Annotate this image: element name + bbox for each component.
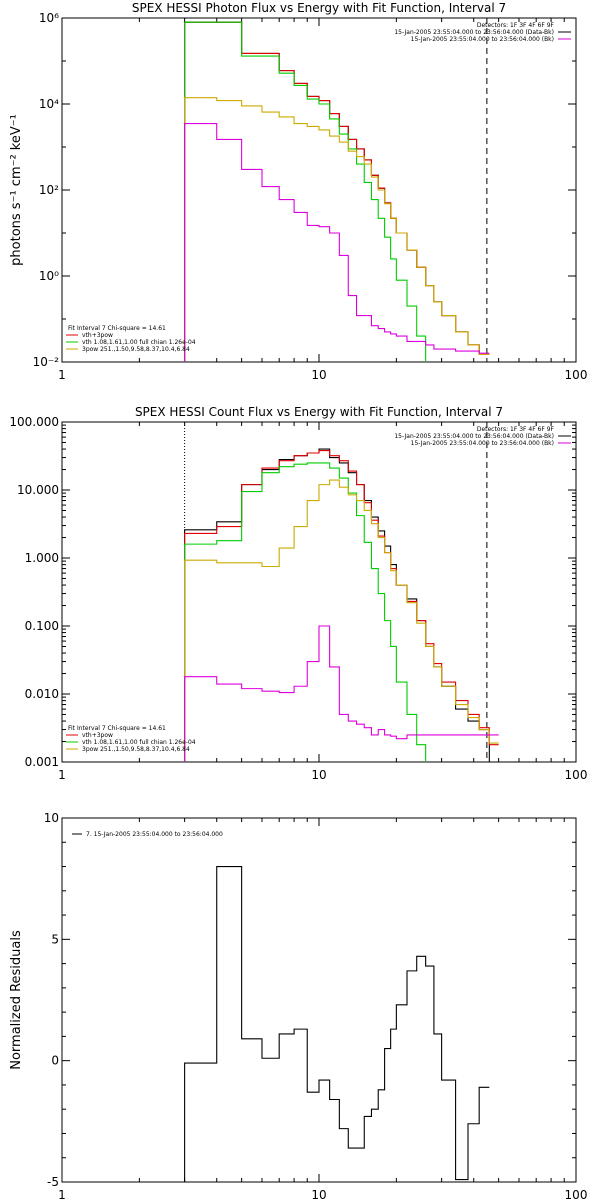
legend-bottom-left-entry: vth+3pow — [82, 332, 113, 339]
y-tick-label: 10⁰ — [39, 269, 59, 283]
series-line-5 — [184, 625, 499, 762]
x-tick-label: 100 — [565, 1188, 588, 1200]
y-tick-label: 0 — [51, 1054, 59, 1068]
y-tick-label: 100.000 — [9, 415, 59, 429]
x-tick-label: 1 — [58, 368, 66, 382]
legend-bottom-left-entry: vth+3pow — [82, 732, 113, 739]
legend-bottom-left-entry: vth 1.08,1.61,1.00 full chian 1.26e-04 — [82, 339, 196, 346]
legend-bottom-left-entry: Fit Interval 7 Chi-square = 14.61 — [68, 325, 166, 332]
y-tick-label: 5 — [51, 932, 59, 946]
x-tick-label: 1 — [58, 768, 66, 782]
series-line-1 — [184, 865, 490, 1182]
y-axis-label: Normalized Residuals — [9, 930, 24, 1070]
x-tick-label: 10 — [311, 1188, 326, 1200]
series-line-4 — [184, 97, 490, 362]
y-tick-label: 10⁴ — [39, 97, 59, 111]
legend-top-right-entry: 15-Jan-2005 23:55:04.000 to 23:56:04.000… — [411, 36, 554, 43]
y-tick-label: 10⁶ — [39, 11, 59, 25]
chart-title: SPEX HESSI Photon Flux vs Energy with Fi… — [132, 1, 506, 15]
y-tick-label: 0.001 — [25, 755, 59, 769]
series-line-5 — [184, 123, 490, 362]
y-tick-label: 0.100 — [25, 619, 59, 633]
y-tick-label: 10⁻² — [33, 355, 60, 369]
x-tick-label: 100 — [565, 768, 588, 782]
series-line-3 — [184, 21, 427, 362]
chart-title: SPEX HESSI Count Flux vs Energy with Fit… — [135, 405, 503, 419]
legend-top-left-entry: 7. 15-Jan-2005 23:55:04.000 to 23:56:04.… — [86, 831, 223, 838]
y-tick-label: 10 — [44, 811, 59, 825]
y-axis-label: photons s⁻¹ cm⁻² keV⁻¹ — [9, 114, 24, 266]
legend-top-right-entry: 15-Jan-2005 23:55:04.000 to 23:56:04.000… — [394, 433, 554, 440]
legend-bottom-left-entry: Fit Interval 7 Chi-square = 14.61 — [68, 725, 166, 732]
series-line-3 — [184, 462, 427, 762]
y-tick-label: 1.000 — [25, 551, 59, 565]
x-tick-label: 1 — [58, 1188, 66, 1200]
y-tick-label: 10² — [39, 183, 59, 197]
legend-top-right-entry: Detectors: 1F 3F 4F 6F 9F — [477, 426, 555, 433]
series-line-4 — [184, 479, 499, 762]
legend-top-right-entry: Detectors: 1F 3F 4F 6F 9F — [477, 22, 555, 29]
chart-1: SPEX HESSI Photon Flux vs Energy with Fi… — [9, 1, 587, 382]
chart-2: SPEX HESSI Count Flux vs Energy with Fit… — [9, 405, 587, 782]
y-tick-label: 0.010 — [25, 687, 59, 701]
y-tick-label: -5 — [47, 1175, 59, 1189]
legend-top-right-entry: 15-Jan-2005 23:55:04.000 to 23:56:04.000… — [394, 29, 554, 36]
x-tick-label: 10 — [311, 768, 326, 782]
x-tick-label: 10 — [311, 368, 326, 382]
x-tick-label: 100 — [565, 368, 588, 382]
legend-bottom-left-entry: vth 1.08,1.61,1.00 full chian 1.26e-04 — [82, 739, 196, 746]
legend-top-right-entry: 15-Jan-2005 23:55:04.000 to 23:56:04.000… — [411, 440, 554, 447]
chart-3: 1 10 100 -5 0 5 10 Normalized Residuals 7. 15-Ja… — [9, 811, 587, 1200]
legend-bottom-left-entry: 3pow 251.,1.50,9.58,8.37,10.4,6.84 — [82, 746, 190, 753]
legend-bottom-left-entry: 3pow 251.,1.50,9.58,8.37,10.4,6.84 — [82, 346, 190, 353]
y-tick-label: 10.000 — [17, 483, 59, 497]
